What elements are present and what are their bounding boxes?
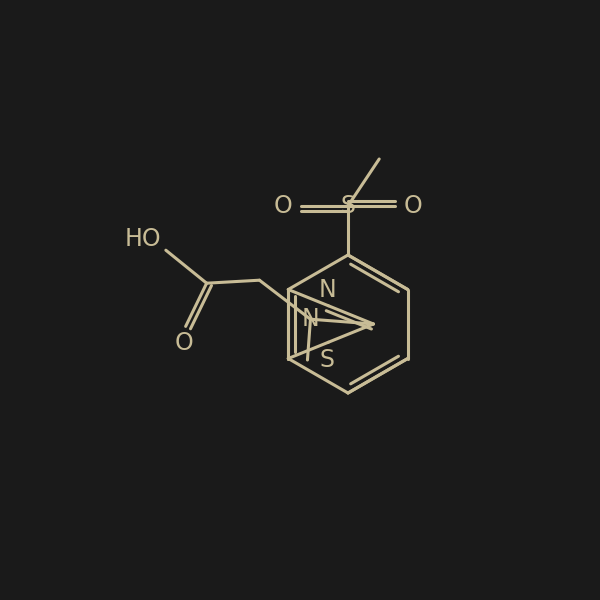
- Text: N: N: [318, 278, 336, 302]
- Text: O: O: [274, 194, 293, 218]
- Text: O: O: [175, 331, 194, 355]
- Text: S: S: [320, 348, 335, 372]
- Text: HO: HO: [125, 227, 161, 251]
- Text: O: O: [403, 194, 422, 218]
- Text: N: N: [302, 307, 319, 331]
- Text: S: S: [341, 194, 355, 218]
